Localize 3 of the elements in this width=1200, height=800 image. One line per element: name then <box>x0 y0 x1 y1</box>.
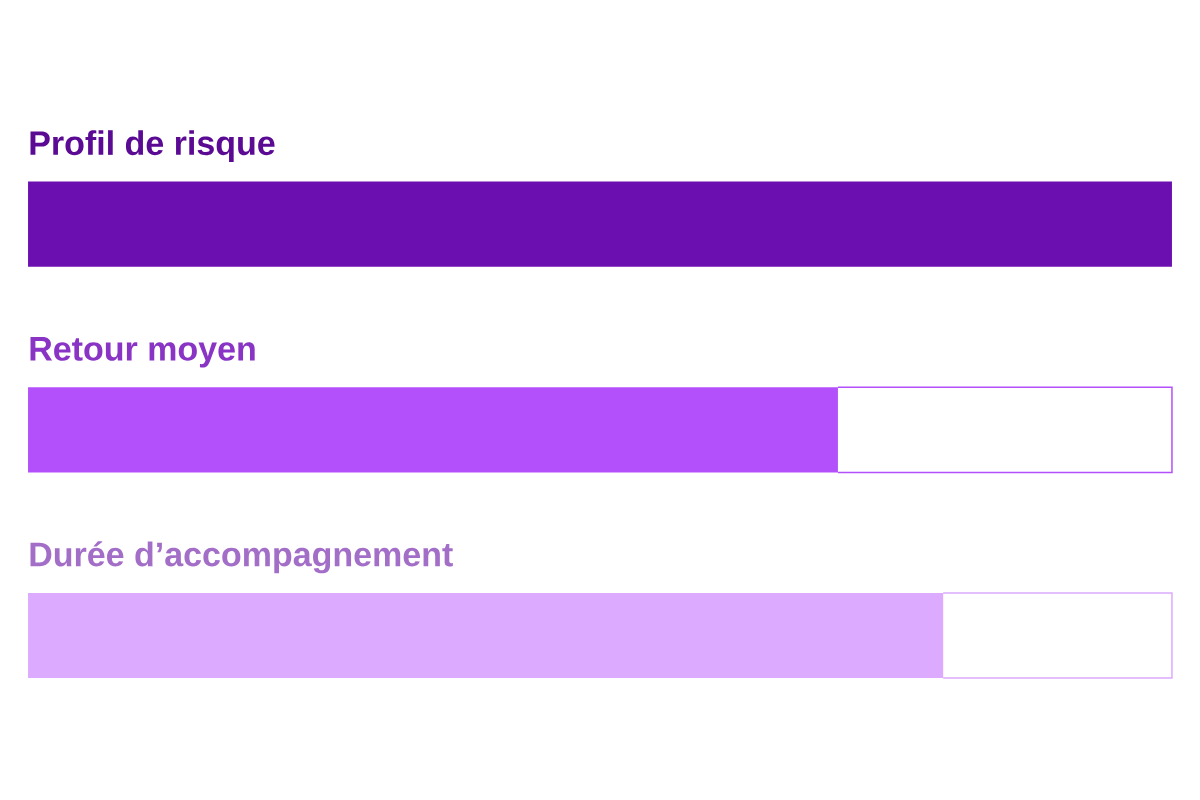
y-tick-label: Retour moyen <box>30 337 255 368</box>
y-tick-label: Profil de risque <box>30 130 275 162</box>
y-tick-label: Durée d’accompagnement <box>30 541 453 574</box>
